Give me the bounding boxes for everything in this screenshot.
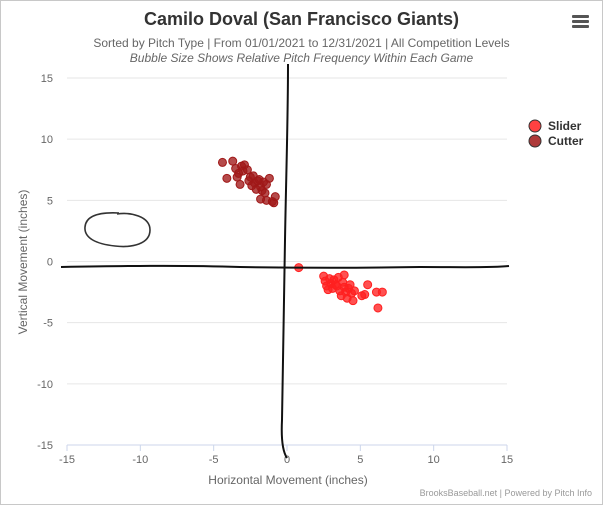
x-axis-title: Horizontal Movement (inches) bbox=[208, 473, 367, 487]
x-tick-label: 10 bbox=[428, 454, 440, 466]
cutter-point[interactable] bbox=[269, 198, 279, 208]
y-tick-label: -10 bbox=[37, 379, 53, 391]
legend-label-cutter[interactable]: Cutter bbox=[548, 134, 584, 148]
slider-point[interactable] bbox=[373, 303, 383, 313]
legend-label-slider[interactable]: Slider bbox=[548, 119, 582, 133]
cutter-point[interactable] bbox=[242, 165, 252, 175]
y-tick-labels: -15 -10 -5 0 5 10 15 bbox=[37, 73, 53, 452]
data-points bbox=[217, 156, 387, 313]
hand-drawn-circle bbox=[84, 212, 151, 248]
slider-point[interactable] bbox=[345, 280, 355, 290]
x-tick-label: 0 bbox=[284, 454, 290, 466]
cutter-point[interactable] bbox=[222, 173, 232, 183]
x-tick-label: 15 bbox=[501, 454, 513, 466]
x-tick-labels: -15 -10 -5 0 5 10 15 bbox=[59, 445, 513, 466]
credits: BrooksBaseball.net | Powered by Pitch In… bbox=[419, 488, 592, 498]
legend-marker-slider[interactable] bbox=[528, 119, 542, 133]
y-tick-label: -5 bbox=[43, 318, 53, 330]
chart-title: Camilo Doval (San Francisco Giants) bbox=[143, 9, 460, 29]
x-tick-label: 5 bbox=[357, 454, 363, 466]
hand-drawn-vertical-line bbox=[280, 63, 289, 459]
slider-point[interactable] bbox=[349, 286, 359, 296]
chart-subtitle: Sorted by Pitch Type | From 01/01/2021 t… bbox=[93, 36, 510, 50]
cutter-point[interactable] bbox=[235, 179, 245, 189]
cutter-point[interactable] bbox=[264, 173, 274, 183]
cutter-point[interactable] bbox=[228, 156, 238, 166]
slider-point[interactable] bbox=[363, 280, 373, 290]
y-tick-label: -15 bbox=[37, 440, 53, 452]
x-tick-label: -15 bbox=[59, 454, 75, 466]
slider-point[interactable] bbox=[377, 287, 387, 297]
x-tick-label: -5 bbox=[209, 454, 219, 466]
slider-point[interactable] bbox=[339, 270, 349, 280]
y-axis-title: Vertical Movement (inches) bbox=[16, 190, 30, 335]
hand-drawn-horizontal-line bbox=[60, 264, 510, 269]
x-tick-label: -10 bbox=[132, 454, 148, 466]
y-tick-label: 5 bbox=[47, 195, 53, 207]
cutter-point[interactable] bbox=[217, 157, 227, 167]
y-tick-label: 0 bbox=[47, 257, 53, 269]
slider-point[interactable] bbox=[332, 281, 342, 291]
hamburger-menu-icon[interactable] bbox=[572, 15, 589, 29]
y-tick-label: 10 bbox=[41, 134, 53, 146]
legend-marker-cutter[interactable] bbox=[528, 134, 542, 148]
y-tick-label: 15 bbox=[41, 73, 53, 85]
slider-point[interactable] bbox=[360, 290, 370, 300]
slider-point[interactable] bbox=[348, 296, 358, 306]
slider-point[interactable] bbox=[323, 285, 333, 295]
chart-note: Bubble Size Shows Relative Pitch Frequen… bbox=[129, 51, 474, 65]
